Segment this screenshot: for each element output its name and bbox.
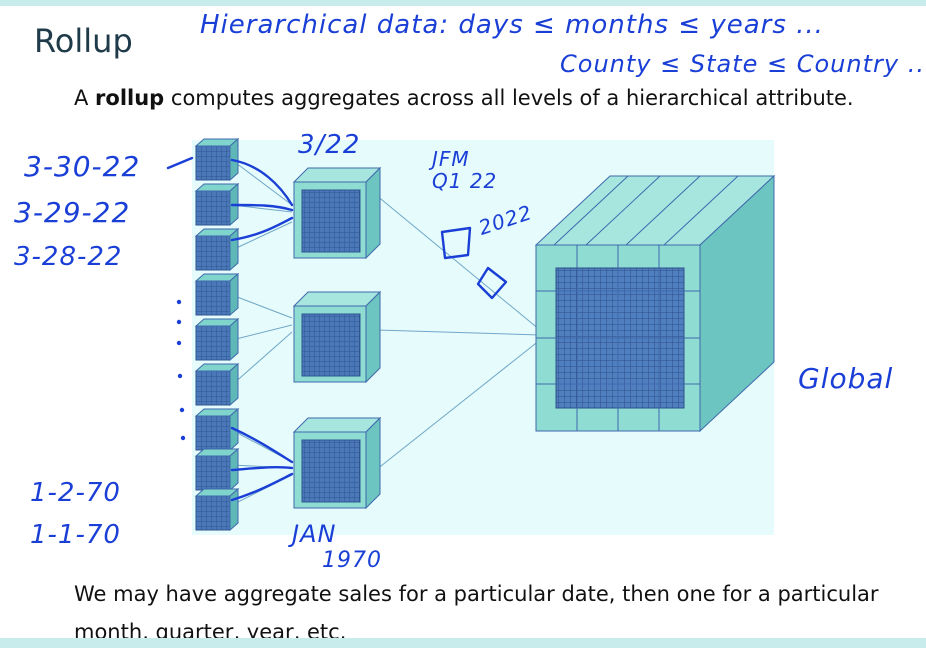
day-cubes	[194, 137, 240, 532]
top-accent-bar	[0, 0, 926, 6]
date-label-3-29-22: 3-29-22	[14, 196, 131, 229]
ink-arrows	[166, 156, 294, 502]
hierarchy-note-line2: County ≤ State ≤ Country ...	[560, 50, 926, 78]
hierarchy-note-line1: Hierarchical data: days ≤ months ≤ years…	[200, 10, 824, 40]
month-label-jan: JAN	[292, 520, 337, 548]
date-label-1-2-70: 1-2-70	[30, 478, 121, 508]
caption-line-1: We may have aggregate sales for a partic…	[74, 582, 879, 606]
quarter-label: JFM Q1 22	[432, 147, 498, 193]
date-label-3-28-22: 3-28-22	[14, 242, 123, 272]
ink-dots	[176, 299, 186, 441]
bottom-accent-bar	[0, 638, 926, 648]
slide-intro: A rollup computes aggregates across all …	[74, 86, 854, 110]
date-label-3-30-22: 3-30-22	[24, 150, 141, 183]
global-label: Global	[798, 362, 894, 395]
month-cubes	[292, 166, 382, 510]
month-label-3-22: 3/22	[298, 130, 361, 160]
intro-text-pre: A	[74, 86, 96, 110]
intro-text-post: computes aggregates across all levels of…	[164, 86, 854, 110]
month-label-1970: 1970	[322, 548, 382, 573]
global-cube	[534, 174, 776, 433]
ink-boxes	[440, 226, 508, 300]
slide-title: Rollup	[34, 22, 133, 60]
date-label-1-1-70: 1-1-70	[30, 520, 121, 550]
intro-keyword: rollup	[95, 86, 165, 110]
